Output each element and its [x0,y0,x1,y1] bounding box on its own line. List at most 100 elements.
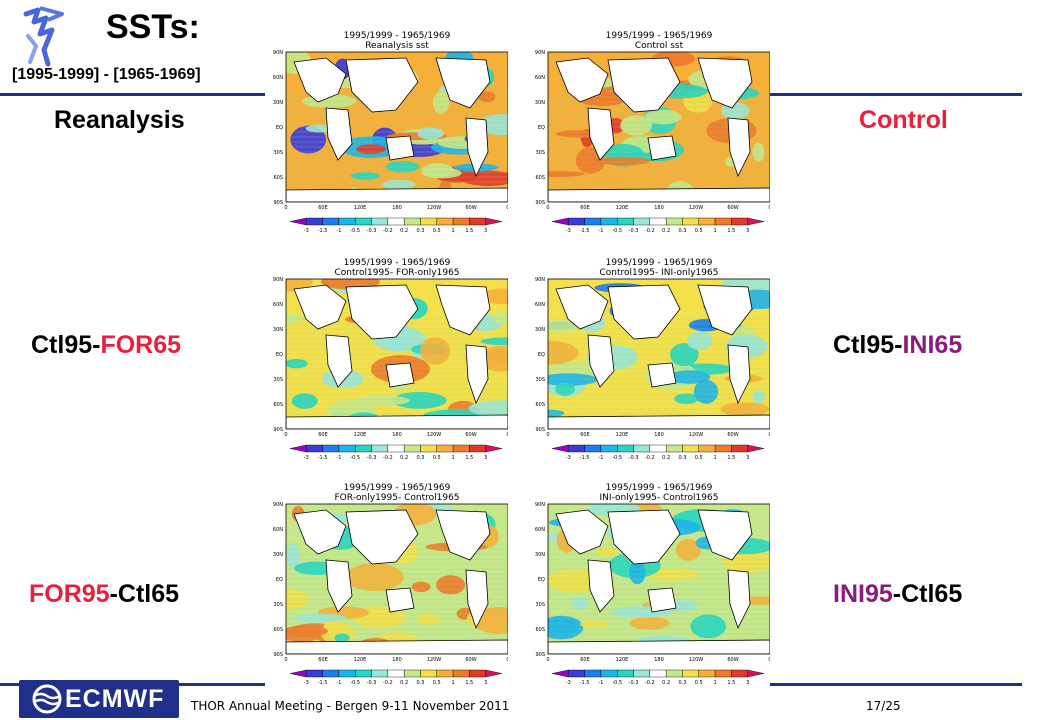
lat-tick-label: 30N [535,552,545,558]
map-panel-ctl-ini: 1995/1999 - 1965/1969 Control1995- INI-on… [522,255,770,465]
map-title-line2: Control1995- FOR-only1965 [334,268,459,278]
colorbar-swatch [633,217,651,226]
colorbar-tick-label: -0.2 [383,455,393,461]
map-frame [547,51,770,203]
colorbar-tick-label: -0.2 [645,680,655,686]
colorbar-swatch [371,444,389,453]
lon-tick-label: 60W [465,205,476,211]
footer-rule-right [770,683,1022,686]
colorbar-swatch [338,444,356,453]
lat-tick-label: 30N [535,327,545,333]
label-ctl95-ini65: Ctl95-INI65 [833,331,962,360]
footer-page-number: 17/25 [866,699,901,713]
colorbar-tick-label: 1.5 [465,455,473,461]
colorbar-tick-label: 0.3 [678,680,686,686]
map-frame [285,503,508,655]
lat-tick-label: 60N [273,75,283,81]
colorbar-swatch [617,669,634,678]
colorbar-tick-label: -0.3 [629,228,639,234]
colorbar-tick-label: -0.5 [612,455,622,461]
lat-tick-label: 30N [273,100,283,106]
lat-tick-label: 60S [535,175,545,181]
colorbar-tick-label: 0.5 [695,228,703,234]
lon-tick-label: 120W [427,205,442,211]
colorbar-swatch [403,669,421,678]
lon-tick-label: 60E [580,205,590,211]
colorbar-tick-label: -1 [598,680,603,686]
lat-tick-label: 30S [535,602,545,608]
lon-tick-label: 120E [616,432,629,438]
map-title-line2: Control sst [635,41,684,51]
lon-tick-label: 0 [506,432,508,438]
map-panel-reanalysis: 1995/1999 - 1965/1969 Reanalysis sst 90N 60… [260,28,508,238]
colorbar-swatch [452,444,470,453]
colorbar-tick-label: -1 [598,228,603,234]
colorbar-tick-label: 3 [746,455,749,461]
colorbar-tick-label: -1 [598,455,603,461]
colorbar-swatch [485,217,503,226]
map-title-line1: 1995/1999 - 1965/1969 [344,258,451,268]
colorbar-tick-label: -0.2 [645,228,655,234]
lat-tick-label: 30N [273,327,283,333]
colorbar-tick-label: -0.3 [367,228,377,234]
colorbar-swatch [600,217,618,226]
lon-tick-label: 60W [465,432,476,438]
lon-tick-label: 120W [689,205,704,211]
lon-tick-label: 60W [727,657,738,663]
map-title-line1: 1995/1999 - 1965/1969 [606,31,713,41]
colorbar-swatch [698,669,716,678]
colorbar-tick-label: -0.3 [367,455,377,461]
colorbar-swatch [551,669,569,678]
colorbar-tick-label: 0.3 [416,680,424,686]
colorbar-swatch [322,444,340,453]
lat-tick-label: EQ [276,352,283,358]
lon-tick-label: 180 [392,432,402,438]
map-panel-for-ctl: 1995/1999 - 1965/1969 FOR-only1995- Contr… [260,480,508,690]
lat-tick-label: 60S [273,402,283,408]
colorbar-swatch [584,669,602,678]
colorbar-tick-label: -3 [566,455,571,461]
colorbar-swatch [289,669,307,678]
colorbar-swatch [568,669,585,678]
lat-tick-label: 30N [273,552,283,558]
lon-tick-label: 120E [354,432,367,438]
colorbar-swatch [698,444,716,453]
lat-tick-label: 60S [273,627,283,633]
colorbar-tick-label: -1.5 [318,228,328,234]
colorbar-swatch [420,669,437,678]
colorbar-tick-label: 0.2 [662,455,670,461]
colorbar-tick-label: -1.5 [318,455,328,461]
colorbar-swatch [731,444,748,453]
lon-tick-label: 60E [580,657,590,663]
lat-tick-label: EQ [276,577,283,583]
lat-tick-label: 90N [535,50,545,56]
map-title-line2: Control1995- INI-only1965 [600,268,719,278]
colorbar-swatch [568,217,585,226]
colorbar-swatch [289,217,307,226]
colorbar-swatch [714,217,732,226]
lon-tick-label: 180 [654,657,664,663]
lat-tick-label: EQ [276,125,283,131]
lat-tick-label: 30S [273,377,283,383]
lon-tick-label: 120W [689,657,704,663]
lat-tick-label: 90S [273,652,283,658]
colorbar-tick-label: 0.3 [416,455,424,461]
lat-tick-label: 30S [535,377,545,383]
colorbar-swatch [469,669,486,678]
colorbar-swatch [649,217,667,226]
lon-tick-label: 0 [546,657,549,663]
slide-title: SSTs: [106,8,200,46]
colorbar-swatch [747,444,765,453]
lat-tick-label: 90N [535,277,545,283]
ecmwf-logo: ECMWF [19,680,179,718]
colorbar-tick-label: -1.5 [580,680,590,686]
colorbar-tick-label: 1 [451,680,454,686]
colorbar-swatch [469,217,486,226]
colorbar-swatch [306,217,323,226]
map-frame [547,503,770,655]
label-ctl95-for65: Ctl95-FOR65 [31,331,181,360]
footer-meeting: THOR Annual Meeting - Bergen 9-11 Novemb… [191,699,510,713]
colorbar-swatch [747,669,765,678]
